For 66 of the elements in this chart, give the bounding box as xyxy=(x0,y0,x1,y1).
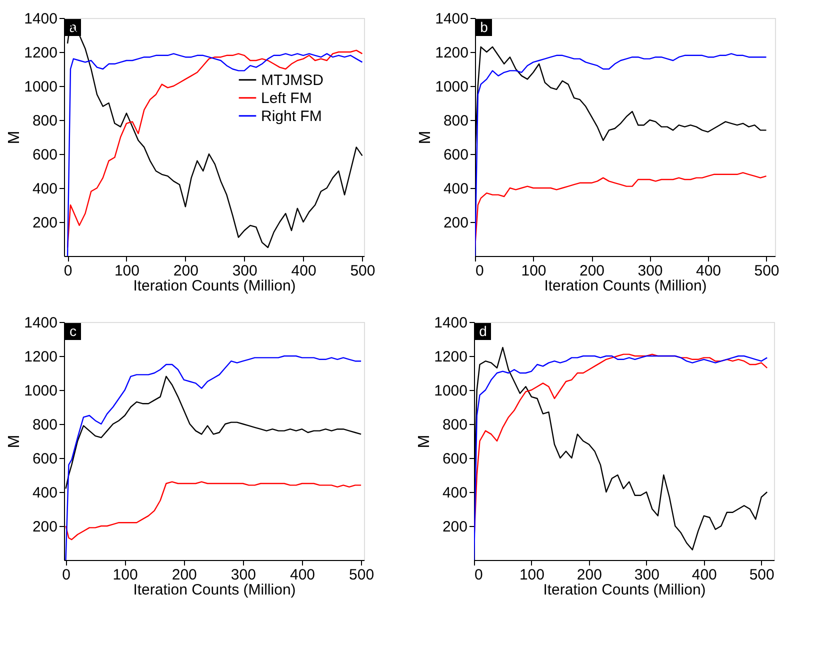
x-tick-label: 300 xyxy=(230,566,256,584)
y-tick-label: 1200 xyxy=(24,44,58,62)
x-tick-label: 400 xyxy=(290,566,316,584)
y-tick-label: 1400 xyxy=(24,314,58,332)
y-tick-label: 600 xyxy=(32,450,58,468)
y-tick-label: 1000 xyxy=(434,382,468,400)
x-axis-title: Iteration Counts (Million) xyxy=(133,582,296,598)
y-tick-label: 400 xyxy=(443,180,468,198)
x-tick-label: 500 xyxy=(349,566,374,584)
y-axis-title: M xyxy=(6,434,24,448)
x-tick-label: 400 xyxy=(291,262,316,280)
x-tick-label: 200 xyxy=(173,262,198,280)
y-tick-label: 800 xyxy=(443,112,468,130)
annotation: b xyxy=(480,19,488,35)
x-tick-label: 100 xyxy=(519,566,544,584)
legend-label: Left FM xyxy=(261,90,312,107)
y-tick-label: 400 xyxy=(32,484,58,502)
y-tick-label: 600 xyxy=(443,146,468,164)
x-axis-title: Iteration Counts (Million) xyxy=(133,278,296,294)
y-tick-label: 1200 xyxy=(24,348,58,366)
x-tick-label: 400 xyxy=(692,566,717,584)
x-tick-label: 500 xyxy=(754,262,780,280)
x-axis-title: Iteration Counts (Million) xyxy=(544,278,707,294)
y-tick-label: 600 xyxy=(32,146,58,164)
y-tick-label: 1400 xyxy=(24,10,58,28)
legend-label: MTJMSD xyxy=(261,72,324,89)
y-tick-label: 1000 xyxy=(435,78,468,96)
x-tick-label: 100 xyxy=(521,262,546,280)
x-tick-label: 400 xyxy=(696,262,722,280)
y-tick-label: 1000 xyxy=(24,78,58,96)
annotation: d xyxy=(479,323,487,339)
x-tick-label: 500 xyxy=(350,262,376,280)
y-tick-label: 200 xyxy=(443,214,468,232)
y-tick-label: 1400 xyxy=(434,314,468,332)
x-tick-label: 100 xyxy=(112,566,138,584)
x-tick-label: 300 xyxy=(634,566,660,584)
x-tick-label: 500 xyxy=(749,566,774,584)
y-tick-label: 1200 xyxy=(435,44,468,62)
x-tick-label: 300 xyxy=(638,262,663,280)
x-tick-label: 0 xyxy=(476,262,484,280)
y-tick-label: 200 xyxy=(32,214,58,232)
y-tick-label: 400 xyxy=(32,180,58,198)
y-tick-label: 600 xyxy=(442,450,468,468)
x-tick-label: 0 xyxy=(62,566,70,584)
x-tick-label: 200 xyxy=(579,262,605,280)
x-tick-label: 100 xyxy=(114,262,140,280)
x-tick-label: 200 xyxy=(576,566,602,584)
y-tick-label: 1400 xyxy=(435,10,468,28)
legend-label: Right FM xyxy=(261,108,322,125)
y-axis-title: M xyxy=(416,434,434,448)
x-axis-title: Iteration Counts (Million) xyxy=(543,582,706,598)
y-tick-label: 200 xyxy=(442,518,468,536)
y-tick-label: 1000 xyxy=(24,382,58,400)
x-tick-label: 0 xyxy=(64,262,72,280)
y-axis-title: M xyxy=(417,130,434,144)
annotation: c xyxy=(70,323,76,339)
x-tick-label: 300 xyxy=(232,262,258,280)
y-axis-title: M xyxy=(6,130,24,144)
y-tick-label: 400 xyxy=(442,484,468,502)
y-tick-label: 800 xyxy=(442,416,468,434)
x-tick-label: 200 xyxy=(172,566,197,584)
y-tick-label: 800 xyxy=(32,416,58,434)
y-tick-label: 800 xyxy=(32,112,58,130)
y-tick-label: 1200 xyxy=(434,348,468,366)
y-tick-label: 200 xyxy=(32,518,58,536)
x-tick-label: 0 xyxy=(474,566,483,584)
